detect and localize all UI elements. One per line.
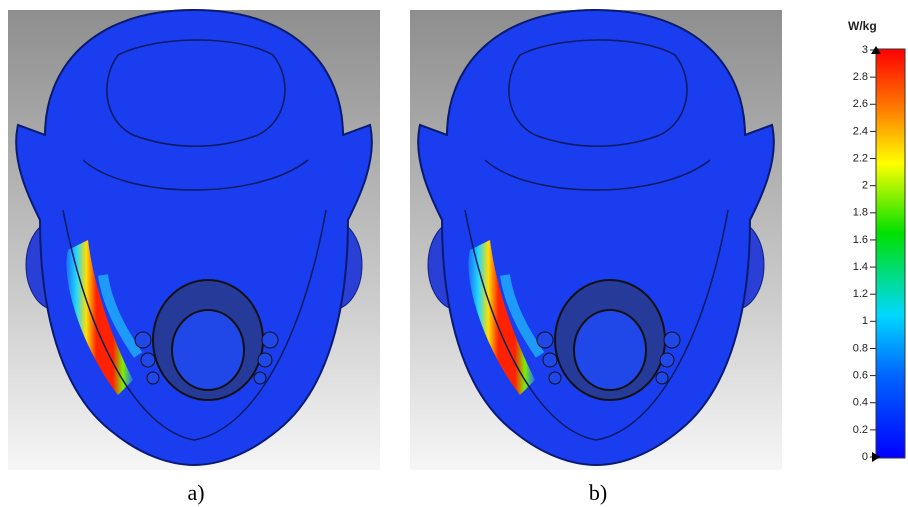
colorbar-tick-label: 2.4 (853, 125, 868, 137)
colorbar-tick-label: 1.6 (853, 234, 868, 246)
colorbar-tick-label: 2.8 (853, 71, 868, 83)
colorbar-tick-label: 2 (862, 180, 868, 192)
colorbar-tick-label: 3 (862, 44, 868, 56)
colorbar-tick-label: 1.4 (853, 261, 868, 273)
colorbar-tick-label: 0.2 (853, 424, 868, 436)
colorbar (875, 48, 906, 459)
colorbar-tick-label: 0.8 (853, 342, 868, 354)
sar-image-a (8, 10, 380, 470)
colorbar-unit: W/kg (848, 19, 877, 33)
min-marker (872, 452, 880, 462)
colorbar-tick-label: 1.8 (853, 207, 868, 219)
colorbar-tick-label: 0 (862, 451, 868, 463)
colorbar-tick-label: 0.4 (853, 397, 868, 409)
colorbar-tick-label: 1 (862, 315, 868, 327)
colorbar-tick-label: 2.2 (853, 152, 868, 164)
colorbar-tick-label: 2.6 (853, 98, 868, 110)
colorbar-tick-label: 0.6 (853, 370, 868, 382)
colorbar-tick-label: 1.2 (853, 288, 868, 300)
panel-label: b) (589, 480, 607, 505)
max-marker (871, 46, 881, 54)
panel-label: a) (187, 480, 204, 505)
sar-image-b (410, 10, 782, 470)
